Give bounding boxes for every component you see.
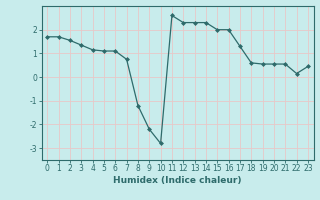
X-axis label: Humidex (Indice chaleur): Humidex (Indice chaleur) xyxy=(113,176,242,185)
